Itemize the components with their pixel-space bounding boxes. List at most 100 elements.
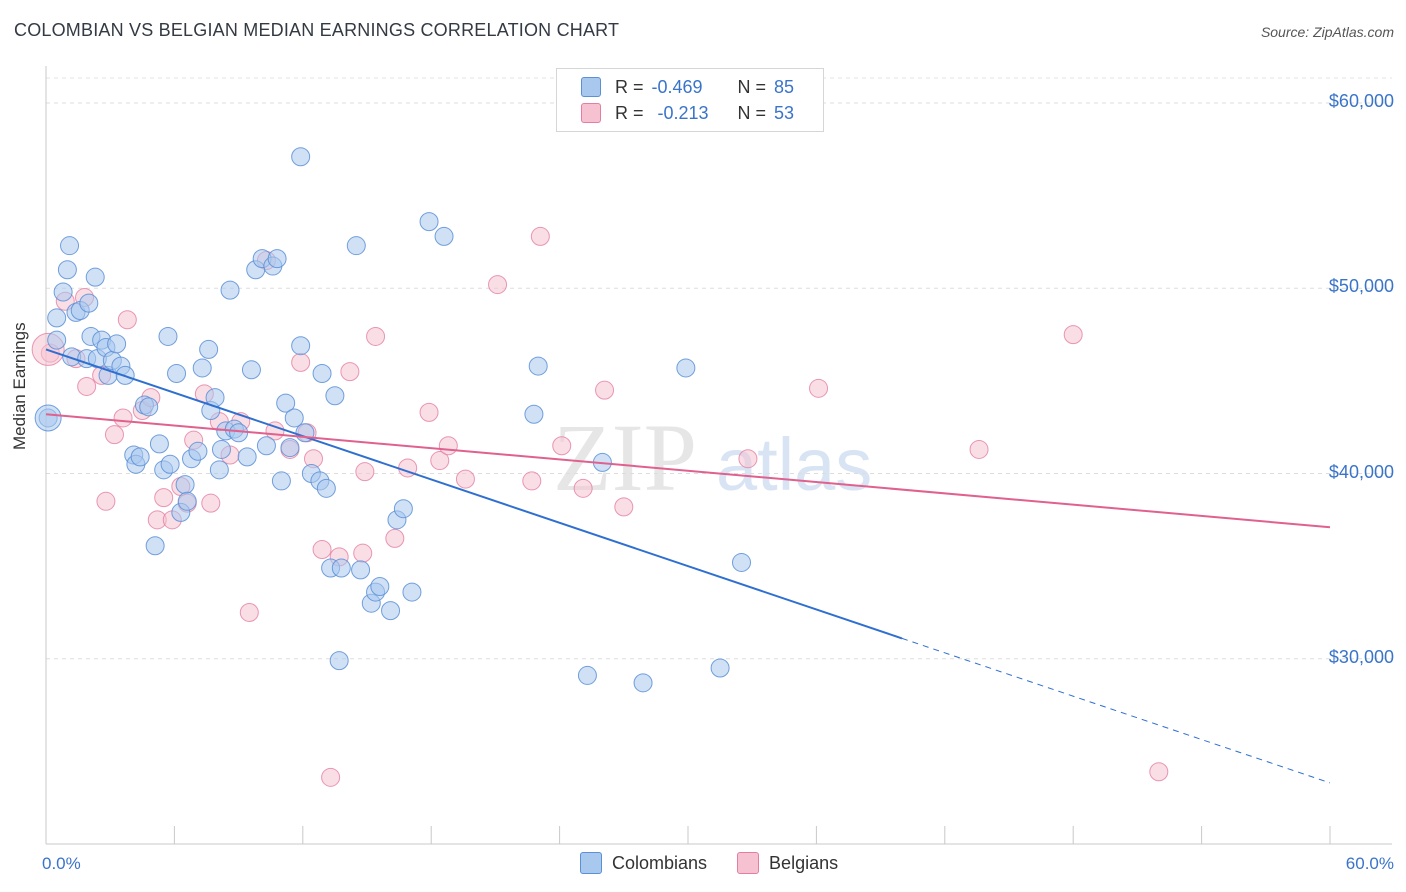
legend-label-belgians: Belgians — [769, 852, 839, 873]
colombians-point — [53, 282, 73, 302]
colombians-point — [393, 499, 413, 519]
colombians-point — [211, 439, 231, 459]
colombians-point — [107, 334, 127, 354]
colombians-point — [267, 249, 287, 269]
belgians-point — [522, 471, 542, 491]
watermark-atlas: atlas — [716, 423, 872, 506]
colombians-point-large — [34, 404, 62, 432]
stats-legend: R = -0.469 N = 85 R = -0.213 N = 53 — [556, 68, 824, 132]
belgians-point — [340, 362, 360, 382]
belgians-point — [321, 767, 341, 787]
colombians-point — [175, 475, 195, 495]
legend-n-label: N = — [737, 76, 767, 97]
colombians-point — [220, 280, 240, 300]
colombians-point — [325, 386, 345, 406]
belgians-point — [595, 380, 615, 400]
source-label: Source: ZipAtlas.com — [1260, 24, 1394, 40]
legend-n-value: 85 — [774, 76, 795, 97]
colombians-point — [291, 147, 311, 167]
colombians-point — [160, 454, 180, 474]
series-legend: Colombians Belgians — [580, 852, 868, 874]
y-tick-label: $30,000 — [1328, 646, 1394, 667]
colombians-point — [381, 601, 401, 621]
colombians-point — [710, 658, 730, 678]
legend-item-colombians[interactable]: Colombians — [580, 852, 707, 874]
legend-swatch-belgians — [581, 103, 601, 123]
legend-r-value: -0.213 — [657, 102, 709, 123]
legend-swatch-belgians — [737, 852, 760, 874]
belgians-trend-line — [45, 413, 1331, 529]
belgians-point — [614, 497, 634, 517]
colombians-point — [130, 447, 150, 467]
belgians-point — [366, 326, 386, 346]
belgians-point — [154, 488, 174, 508]
belgians-point — [1149, 762, 1169, 782]
belgians-point — [291, 352, 311, 372]
belgians-point — [104, 425, 124, 445]
colombians-point — [676, 358, 696, 378]
belgians-point — [430, 451, 450, 471]
colombians-point — [528, 356, 548, 376]
belgians-point — [809, 378, 829, 398]
colombians-point — [276, 393, 296, 413]
colombians-point — [158, 326, 178, 346]
belgians-point — [552, 436, 572, 456]
trend-lines — [45, 348, 1331, 784]
colombians-point — [419, 212, 439, 232]
legend-row-colombians: R = -0.469 N = 85 — [581, 75, 794, 99]
colombians-point — [256, 436, 276, 456]
legend-n-value: 53 — [774, 102, 795, 123]
belgians-point — [385, 528, 405, 548]
colombians-point — [192, 358, 212, 378]
belgians-point — [530, 226, 550, 246]
colombians-point — [47, 330, 67, 350]
legend-label-colombians: Colombians — [612, 852, 708, 873]
colombians-point — [331, 558, 351, 578]
colombians-point — [47, 308, 67, 328]
colombians-point — [577, 665, 597, 685]
colombians-point — [145, 536, 165, 556]
belgians-point — [573, 478, 593, 498]
colombians-point — [291, 336, 311, 356]
belgians-point — [355, 462, 375, 482]
colombians-point — [139, 397, 159, 417]
colombians-point — [85, 267, 105, 287]
colombians-point — [60, 236, 80, 256]
colombians-point — [370, 577, 390, 597]
colombians-point — [149, 434, 169, 454]
legend-row-belgians: R = -0.213 N = 53 — [581, 101, 794, 125]
legend-n-label: N = — [737, 102, 767, 123]
colombians-point — [633, 673, 653, 693]
belgians-point — [419, 402, 439, 422]
belgians-point — [455, 469, 475, 489]
legend-swatch-colombians — [580, 852, 602, 874]
legend-r-value: -0.469 — [651, 76, 703, 97]
colombians-point — [57, 260, 77, 280]
belgians-point — [201, 493, 221, 513]
colombians-point — [329, 651, 349, 671]
colombians-point — [177, 491, 197, 511]
watermark-zip: ZIP — [553, 404, 697, 511]
axes — [45, 66, 1392, 845]
y-tick-label: $50,000 — [1328, 276, 1394, 297]
colombians-trend-line — [45, 348, 903, 640]
x-tick-min: 0.0% — [42, 854, 81, 873]
colombians-point — [434, 226, 454, 246]
x-tick-max: 60.0% — [1345, 854, 1394, 873]
colombians-point — [199, 339, 219, 359]
colombians-point — [284, 408, 304, 428]
colombians-point — [229, 423, 249, 443]
belgians-point — [488, 275, 508, 295]
colombians-point — [316, 478, 336, 498]
belgians-point — [353, 543, 373, 563]
belgians-point — [312, 539, 332, 559]
belgians-point — [738, 449, 758, 469]
belgians-point — [96, 491, 116, 511]
colombians-point — [312, 363, 332, 383]
colombians-point — [167, 363, 187, 383]
belgians-point — [969, 439, 989, 459]
belgians-point — [117, 310, 137, 330]
legend-item-belgians[interactable]: Belgians — [737, 852, 838, 874]
colombians-point — [188, 441, 208, 461]
